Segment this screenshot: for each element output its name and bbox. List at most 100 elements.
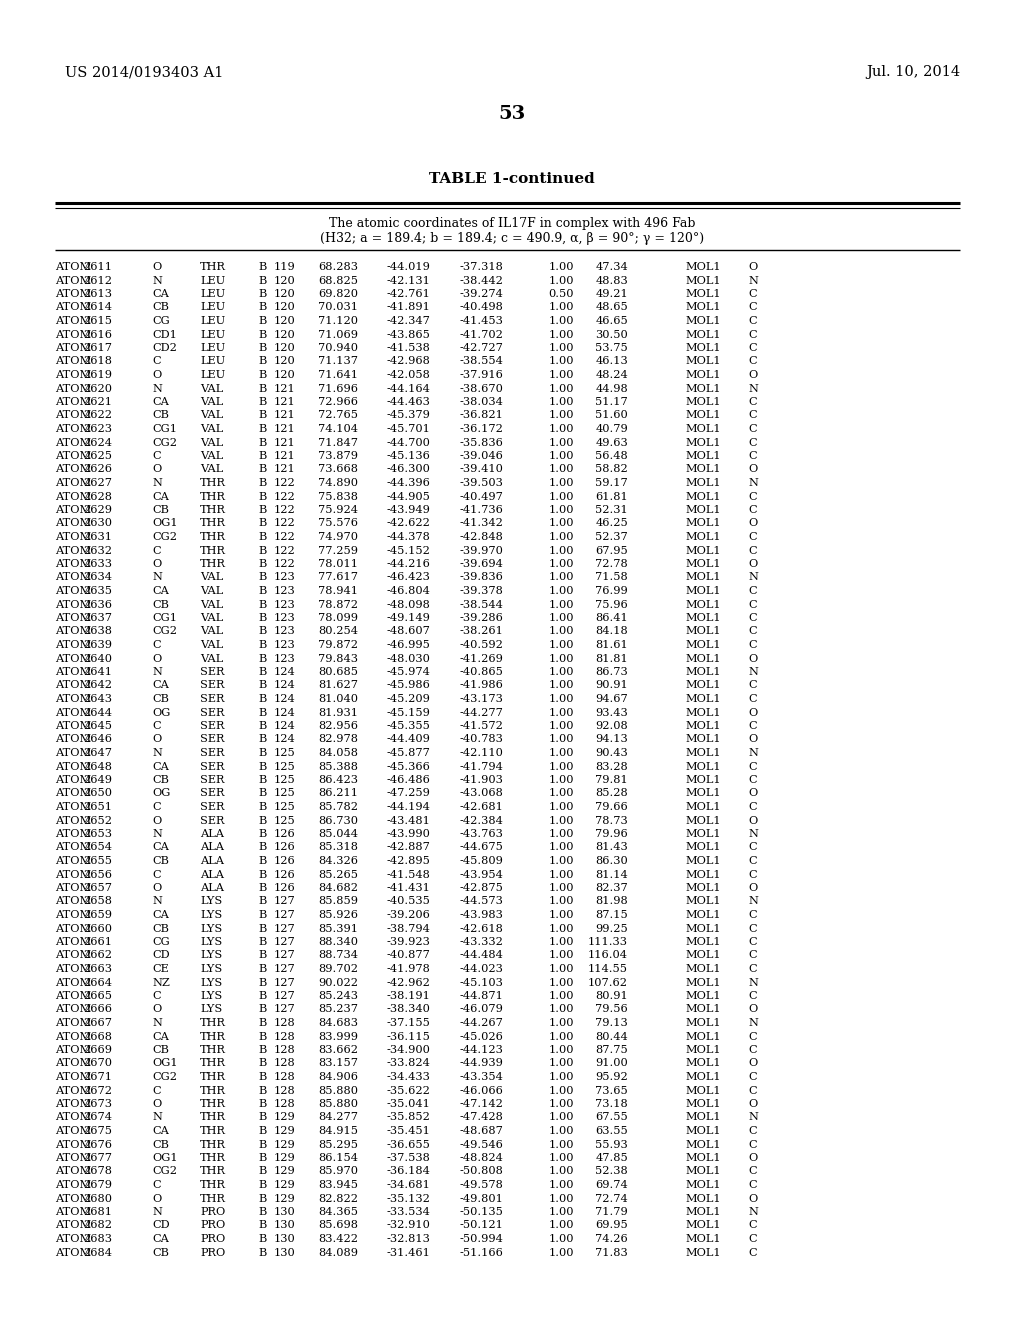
Text: -40.497: -40.497	[459, 491, 503, 502]
Text: -44.023: -44.023	[459, 964, 503, 974]
Text: MOL1: MOL1	[685, 302, 721, 313]
Text: THR: THR	[200, 558, 226, 569]
Text: 2677: 2677	[83, 1152, 112, 1163]
Text: -44.905: -44.905	[386, 491, 430, 502]
Text: ATOM: ATOM	[55, 991, 91, 1001]
Text: MOL1: MOL1	[685, 411, 721, 421]
Text: 121: 121	[273, 397, 295, 407]
Text: 125: 125	[273, 748, 295, 758]
Text: 0.50: 0.50	[549, 289, 574, 300]
Text: -39.503: -39.503	[459, 478, 503, 488]
Text: C: C	[748, 424, 757, 434]
Text: MOL1: MOL1	[685, 627, 721, 636]
Text: 85.28: 85.28	[595, 788, 628, 799]
Text: MOL1: MOL1	[685, 1206, 721, 1217]
Text: -37.318: -37.318	[459, 261, 503, 272]
Text: 86.423: 86.423	[318, 775, 358, 785]
Text: 73.65: 73.65	[595, 1085, 628, 1096]
Text: 2659: 2659	[83, 909, 112, 920]
Text: 83.999: 83.999	[318, 1031, 358, 1041]
Text: 120: 120	[273, 343, 295, 352]
Text: -44.123: -44.123	[459, 1045, 503, 1055]
Text: ATOM: ATOM	[55, 1193, 91, 1204]
Text: O: O	[152, 261, 161, 272]
Text: ATOM: ATOM	[55, 748, 91, 758]
Text: 77.259: 77.259	[318, 545, 358, 556]
Text: ATOM: ATOM	[55, 694, 91, 704]
Text: -36.821: -36.821	[459, 411, 503, 421]
Text: -41.572: -41.572	[459, 721, 503, 731]
Text: LYS: LYS	[200, 950, 222, 961]
Text: -45.136: -45.136	[386, 451, 430, 461]
Text: 81.627: 81.627	[318, 681, 358, 690]
Text: 86.154: 86.154	[318, 1152, 358, 1163]
Text: -49.578: -49.578	[459, 1180, 503, 1191]
Text: -42.618: -42.618	[459, 924, 503, 933]
Text: C: C	[748, 775, 757, 785]
Text: C: C	[152, 545, 161, 556]
Text: 121: 121	[273, 465, 295, 474]
Text: 2636: 2636	[83, 599, 112, 610]
Text: ATOM: ATOM	[55, 545, 91, 556]
Text: C: C	[748, 545, 757, 556]
Text: MOL1: MOL1	[685, 1221, 721, 1230]
Text: 86.730: 86.730	[318, 816, 358, 825]
Text: MOL1: MOL1	[685, 330, 721, 339]
Text: OG1: OG1	[152, 519, 177, 528]
Text: B: B	[258, 924, 266, 933]
Text: 78.099: 78.099	[318, 612, 358, 623]
Text: ATOM: ATOM	[55, 909, 91, 920]
Text: 72.78: 72.78	[595, 558, 628, 569]
Text: -39.274: -39.274	[459, 289, 503, 300]
Text: MOL1: MOL1	[685, 1085, 721, 1096]
Text: B: B	[258, 1045, 266, 1055]
Text: N: N	[152, 1206, 162, 1217]
Text: 2618: 2618	[83, 356, 112, 367]
Text: 1.00: 1.00	[549, 397, 574, 407]
Text: C: C	[748, 1031, 757, 1041]
Text: 1.00: 1.00	[549, 681, 574, 690]
Text: CB: CB	[152, 855, 169, 866]
Text: 1.00: 1.00	[549, 506, 574, 515]
Text: 48.24: 48.24	[595, 370, 628, 380]
Text: ATOM: ATOM	[55, 384, 91, 393]
Text: SER: SER	[200, 681, 224, 690]
Text: 125: 125	[273, 803, 295, 812]
Text: -42.761: -42.761	[386, 289, 430, 300]
Text: ATOM: ATOM	[55, 681, 91, 690]
Text: 114.55: 114.55	[588, 964, 628, 974]
Text: MOL1: MOL1	[685, 384, 721, 393]
Text: MOL1: MOL1	[685, 451, 721, 461]
Text: N: N	[748, 829, 758, 840]
Text: 1.00: 1.00	[549, 302, 574, 313]
Text: 2652: 2652	[83, 816, 112, 825]
Text: 123: 123	[273, 586, 295, 597]
Text: SER: SER	[200, 721, 224, 731]
Text: B: B	[258, 599, 266, 610]
Text: B: B	[258, 937, 266, 946]
Text: ALA: ALA	[200, 870, 224, 879]
Text: 1.00: 1.00	[549, 573, 574, 582]
Text: MOL1: MOL1	[685, 788, 721, 799]
Text: B: B	[258, 1234, 266, 1243]
Text: -36.184: -36.184	[386, 1167, 430, 1176]
Text: -35.451: -35.451	[386, 1126, 430, 1137]
Text: 122: 122	[273, 519, 295, 528]
Text: -42.384: -42.384	[459, 816, 503, 825]
Text: ATOM: ATOM	[55, 667, 91, 677]
Text: MOL1: MOL1	[685, 370, 721, 380]
Text: C: C	[748, 302, 757, 313]
Text: 55.93: 55.93	[595, 1139, 628, 1150]
Text: 51.60: 51.60	[595, 411, 628, 421]
Text: LEU: LEU	[200, 315, 225, 326]
Text: MOL1: MOL1	[685, 573, 721, 582]
Text: MOL1: MOL1	[685, 558, 721, 569]
Text: ATOM: ATOM	[55, 411, 91, 421]
Text: 1.00: 1.00	[549, 694, 574, 704]
Text: -44.409: -44.409	[386, 734, 430, 744]
Text: 1.00: 1.00	[549, 465, 574, 474]
Text: 2628: 2628	[83, 491, 112, 502]
Text: -41.736: -41.736	[459, 506, 503, 515]
Text: C: C	[152, 1180, 161, 1191]
Text: 81.43: 81.43	[595, 842, 628, 853]
